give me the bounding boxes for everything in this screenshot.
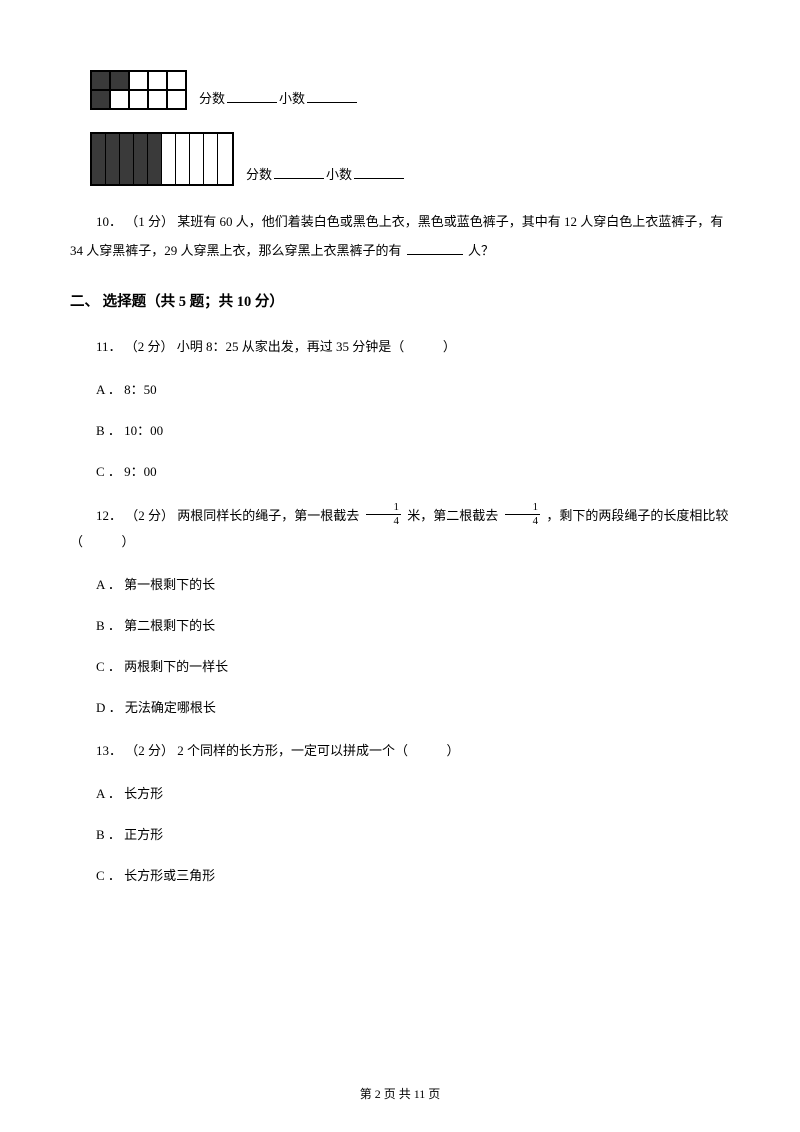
q11-option-a: A ． 8：50: [70, 380, 730, 401]
figure-1-label: 分数 小数: [199, 89, 359, 110]
fraction-1-4-first: 1 4: [366, 502, 402, 527]
figure-1-grid: [90, 70, 187, 110]
frac2-num: 1: [505, 502, 541, 514]
q10-text-b: 人？: [468, 243, 494, 258]
q13-option-a: A ． 长方形: [70, 784, 730, 805]
question-13: 13． （2 分） 2 个同样的长方形，一定可以拼成一个（ ）: [70, 738, 730, 764]
q12-number: 12．: [96, 508, 122, 523]
q12-option-b: B ． 第二根剩下的长: [70, 616, 730, 637]
figure-1-line: 分数 小数: [90, 70, 730, 110]
q12-option-a: A ． 第一根剩下的长: [70, 575, 730, 596]
q11-points: （2 分）: [125, 339, 174, 354]
figure-2-label: 分数 小数: [246, 165, 406, 186]
q12-text-a: 两根同样长的绳子，第一根截去: [177, 508, 362, 523]
blank-fraction-1: [227, 89, 277, 103]
label-fraction-1: 分数: [199, 89, 225, 110]
q11-option-c: C ． 9：00: [70, 462, 730, 483]
q13-text: 2 个同样的长方形，一定可以拼成一个（: [177, 743, 408, 758]
blank-decimal-2: [354, 165, 404, 179]
q13-points: （2 分）: [125, 743, 174, 758]
q11-option-b: B ． 10：00: [70, 421, 730, 442]
q12-option-d: D ． 无法确定哪根长: [70, 698, 730, 719]
figure-2-bars: [90, 132, 234, 186]
question-11: 11． （2 分） 小明 8：25 从家出发，再过 35 分钟是（ ）: [70, 334, 730, 360]
figure-2-line: 分数 小数: [90, 132, 730, 186]
frac1-den: 4: [366, 514, 402, 527]
label-fraction-2: 分数: [246, 165, 272, 186]
frac2-den: 4: [505, 514, 541, 527]
q12-text-b: 米，第二根截去: [407, 508, 501, 523]
q13-number: 13．: [96, 743, 122, 758]
fraction-1-4-second: 1 4: [505, 502, 541, 527]
label-decimal-1: 小数: [279, 89, 305, 110]
q10-number: 10．: [96, 214, 122, 229]
q12-close: ）: [122, 534, 135, 549]
q13-close: ）: [447, 743, 460, 758]
q13-option-b: B ． 正方形: [70, 825, 730, 846]
q10-blank: [407, 241, 463, 255]
label-decimal-2: 小数: [326, 165, 352, 186]
page-footer: 第 2 页 共 11 页: [0, 1085, 800, 1104]
q12-option-c: C ． 两根剩下的一样长: [70, 657, 730, 678]
question-10: 10． （1 分） 某班有 60 人，他们着装白色或黑色上衣，黑色或蓝色裤子，其…: [70, 208, 730, 265]
blank-decimal-1: [307, 89, 357, 103]
section-2-title: 二、 选择题（共 5 题；共 10 分）: [70, 291, 730, 314]
q11-number: 11．: [96, 339, 122, 354]
q10-points: （1 分）: [125, 214, 174, 229]
blank-fraction-2: [274, 165, 324, 179]
q13-option-c: C ． 长方形或三角形: [70, 866, 730, 887]
q11-text: 小明 8：25 从家出发，再过 35 分钟是（: [177, 339, 405, 354]
question-12: 12． （2 分） 两根同样长的绳子，第一根截去 1 4 米，第二根截去 1 4…: [70, 503, 730, 556]
frac1-num: 1: [366, 502, 402, 514]
q11-close: ）: [443, 339, 456, 354]
q12-points: （2 分）: [125, 508, 174, 523]
